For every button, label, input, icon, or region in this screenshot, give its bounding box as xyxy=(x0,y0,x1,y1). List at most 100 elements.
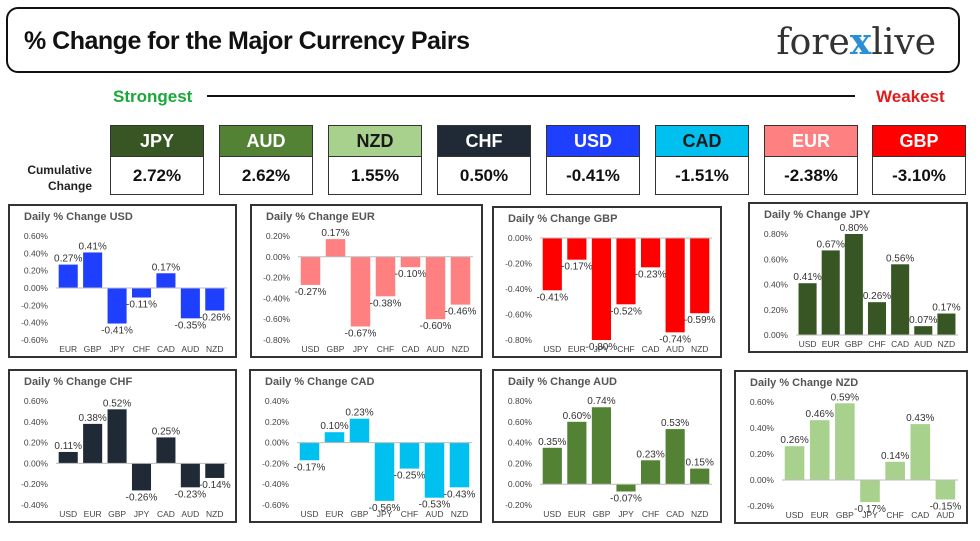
y-tick-label: 0.80% xyxy=(508,396,533,406)
bar-gbp xyxy=(591,407,612,485)
data-label: 0.23% xyxy=(345,408,373,419)
x-tick-label: CAD xyxy=(891,339,909,349)
bar-aud xyxy=(424,442,445,498)
x-tick-label: NZD xyxy=(452,344,469,354)
x-tick-label: NZD xyxy=(206,344,223,354)
ccy-box-eur: EUR -2.38% xyxy=(764,125,858,197)
data-label: 0.26% xyxy=(863,291,891,302)
data-label: -0.14% xyxy=(199,480,231,491)
bar-jpy xyxy=(591,238,612,340)
data-label: 0.59% xyxy=(831,392,859,403)
data-label: 0.80% xyxy=(840,223,868,234)
x-tick-label: USD xyxy=(543,344,561,354)
x-tick-label: GBP xyxy=(108,509,126,519)
data-label: 0.26% xyxy=(780,435,808,446)
data-label: -0.07% xyxy=(610,493,642,504)
bar-eur xyxy=(809,420,830,480)
ccy-box-gbp: GBP -3.10% xyxy=(872,125,966,197)
bar-nzd xyxy=(205,288,225,311)
x-tick-label: USD xyxy=(59,509,77,519)
x-tick-label: NZD xyxy=(691,509,708,519)
x-tick-label: CHF xyxy=(617,344,634,354)
y-tick-label: 0.00% xyxy=(764,330,789,340)
chart-panel-jpy: Daily % Change JPY 0.00% 0.20% 0.40% 0.60% 0.… xyxy=(748,202,968,353)
data-label: -0.80% xyxy=(586,342,618,353)
x-tick-label: GBP xyxy=(836,510,854,520)
chart-title: Daily % Change AUD xyxy=(508,376,617,388)
x-tick-label: EUR xyxy=(568,344,586,354)
bar-gbp xyxy=(844,234,863,335)
chart-panel-eur: Daily % Change EUR -0.80% -0.60% -0.40% -0.2… xyxy=(250,204,483,358)
y-tick-label: 0.40% xyxy=(24,248,49,258)
chart-panel-cad: Daily % Change CAD -0.60% -0.40% -0.20% 0.00… xyxy=(249,369,482,523)
ccy-cumulative-value: -1.51% xyxy=(655,157,749,195)
y-tick-label: 0.00% xyxy=(265,438,290,448)
data-label: -0.25% xyxy=(394,471,426,482)
ccy-name: NZD xyxy=(328,125,422,157)
x-tick-label: JPY xyxy=(353,344,369,354)
y-tick-label: -0.40% xyxy=(505,284,532,294)
y-tick-label: -0.60% xyxy=(263,314,290,324)
bar-eur xyxy=(83,423,103,464)
bar-cad xyxy=(891,264,910,335)
bar-usd xyxy=(542,447,562,485)
cumulative-change-label: Cumulative Change xyxy=(27,163,92,193)
x-tick-label: AUD xyxy=(181,344,199,354)
bar-jpy xyxy=(131,463,152,491)
bar-usd xyxy=(299,442,320,461)
bar-usd xyxy=(58,451,78,464)
x-tick-label: CAD xyxy=(157,344,175,354)
chart-panel-usd: Daily % Change USD -0.60% -0.40% -0.20% 0.00… xyxy=(8,204,237,358)
bar-chf xyxy=(867,302,887,335)
bar-nzd xyxy=(449,442,470,488)
x-tick-label: CHF xyxy=(886,510,903,520)
ccy-box-aud: AUD 2.62% xyxy=(219,125,313,197)
data-label: 0.15% xyxy=(686,458,714,469)
y-tick-label: 0.40% xyxy=(265,396,290,406)
bar-cad xyxy=(665,429,685,485)
bar-usd xyxy=(798,283,817,335)
ccy-cumulative-value: -0.41% xyxy=(546,157,640,195)
y-tick-label: -0.40% xyxy=(262,479,289,489)
y-tick-label: -0.40% xyxy=(21,318,48,328)
x-tick-label: CHF xyxy=(642,509,659,519)
y-tick-label: 0.00% xyxy=(266,252,291,262)
bar-usd xyxy=(542,238,562,291)
y-tick-label: -0.80% xyxy=(263,335,290,345)
y-tick-label: 0.20% xyxy=(24,438,49,448)
y-tick-label: -0.20% xyxy=(505,500,532,510)
y-tick-label: 0.60% xyxy=(750,397,775,407)
bar-cad xyxy=(156,437,176,464)
x-tick-label: CAD xyxy=(642,344,660,354)
x-tick-label: USD xyxy=(302,344,320,354)
data-label: -0.52% xyxy=(610,306,642,317)
x-tick-label: EUR xyxy=(822,339,840,349)
bar-aud xyxy=(180,463,200,488)
x-tick-label: NZD xyxy=(691,344,708,354)
chart-panel-gbp: Daily % Change GBP -0.80% -0.60% -0.40% -0.2… xyxy=(492,206,722,358)
y-tick-label: -0.20% xyxy=(747,501,774,511)
data-label: -0.17% xyxy=(294,462,326,473)
y-tick-label: -0.20% xyxy=(505,259,532,269)
chart-panel-chf: Daily % Change CHF -0.40% -0.20% 0.00% 0.20%… xyxy=(8,369,237,523)
chart-svg: Daily % Change AUD -0.20% 0.00% 0.20% 0.40% 0… xyxy=(505,376,714,519)
data-label: -0.11% xyxy=(126,300,157,311)
y-tick-label: 0.20% xyxy=(750,449,775,459)
x-tick-label: CHF xyxy=(868,339,885,349)
bar-eur xyxy=(324,432,345,443)
x-tick-label: USD xyxy=(786,510,804,520)
bar-aud xyxy=(425,256,446,320)
x-tick-label: NZD xyxy=(938,339,955,349)
y-tick-label: 0.00% xyxy=(24,283,49,293)
x-tick-label: EUR xyxy=(59,344,77,354)
data-label: -0.41% xyxy=(536,292,568,303)
x-tick-label: JPY xyxy=(134,509,150,519)
data-label: -0.60% xyxy=(420,321,452,332)
ccy-name: USD xyxy=(546,125,640,157)
x-tick-label: CAD xyxy=(157,509,175,519)
chart-svg: Daily % Change NZD -0.20% 0.00% 0.20% 0.40% 0… xyxy=(747,377,961,520)
x-tick-label: AUD xyxy=(181,509,199,519)
x-tick-label: CAD xyxy=(402,344,420,354)
data-label: 0.10% xyxy=(320,421,348,432)
x-tick-label: AUD xyxy=(666,344,684,354)
